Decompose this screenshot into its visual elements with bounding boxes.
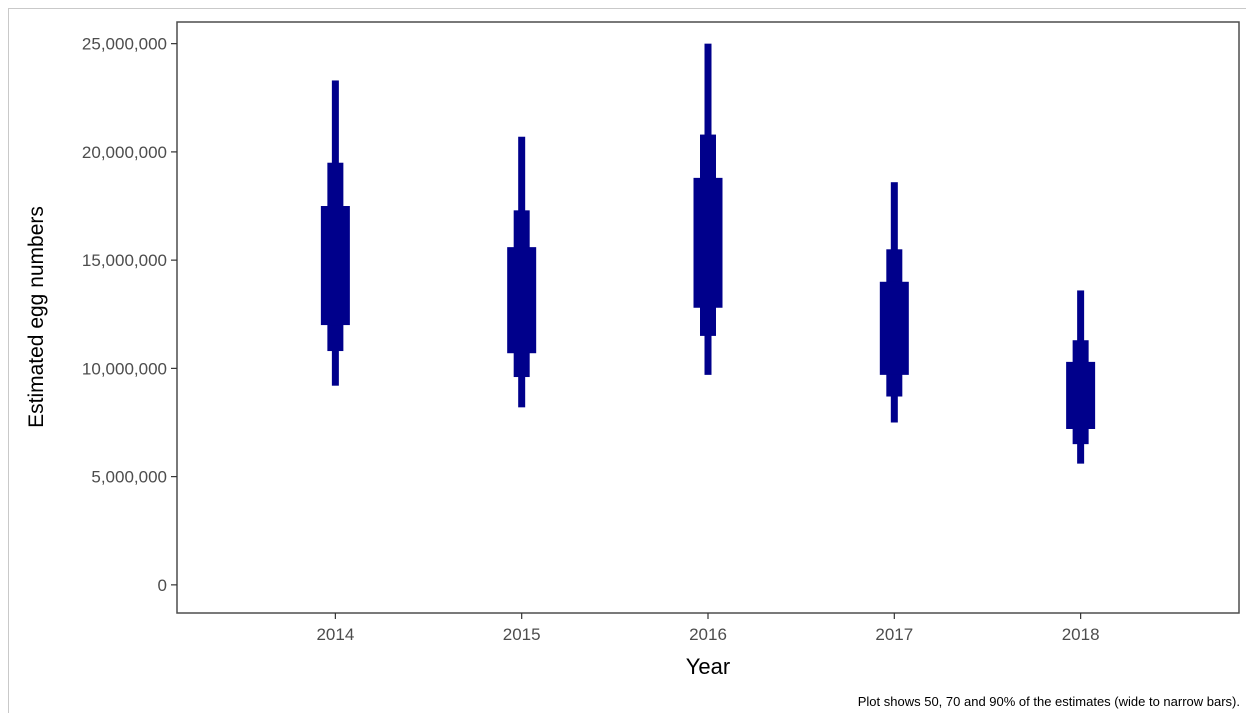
x-axis-title: Year bbox=[686, 654, 730, 679]
y-tick-label: 0 bbox=[158, 576, 167, 595]
x-axis: 2014 2015 2016 2017 2018 bbox=[316, 613, 1100, 644]
x-tick-label: 2014 bbox=[316, 625, 354, 644]
y-tick-label: 10,000,000 bbox=[82, 359, 167, 378]
figure-frame bbox=[8, 8, 1246, 713]
interval-bars bbox=[320, 43, 1096, 464]
x-tick-label: 2015 bbox=[503, 625, 541, 644]
y-tick-label: 20,000,000 bbox=[82, 143, 167, 162]
interval-bar-50pct bbox=[693, 177, 723, 308]
interval-bar-50pct bbox=[507, 247, 537, 354]
interval-2015 bbox=[507, 136, 537, 408]
interval-2018 bbox=[1066, 290, 1096, 464]
y-tick-label: 25,000,000 bbox=[82, 35, 167, 54]
y-axis-title: Estimated egg numbers bbox=[25, 206, 48, 428]
interval-bar-50pct bbox=[1066, 361, 1096, 429]
x-tick-label: 2017 bbox=[875, 625, 913, 644]
interval-bar-50pct bbox=[879, 281, 909, 375]
x-tick-label: 2018 bbox=[1062, 625, 1100, 644]
y-tick-label: 15,000,000 bbox=[82, 251, 167, 270]
interval-2014 bbox=[320, 80, 350, 386]
y-axis: 0 5,000,000 10,000,000 15,000,000 20,000,000… bbox=[82, 35, 177, 595]
interval-2016 bbox=[693, 43, 723, 375]
y-tick-label: 5,000,000 bbox=[91, 468, 167, 487]
x-tick-label: 2016 bbox=[689, 625, 727, 644]
interval-bar-50pct bbox=[320, 206, 350, 326]
chart-caption: Plot shows 50, 70 and 90% of the estimat… bbox=[858, 694, 1240, 709]
interval-2017 bbox=[879, 182, 909, 423]
